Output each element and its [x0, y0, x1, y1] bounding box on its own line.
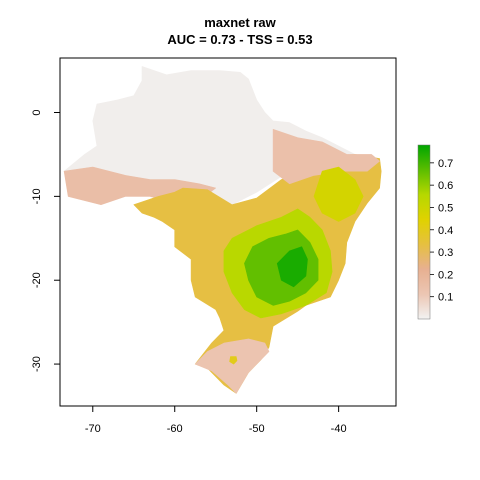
color-legend: 0.1 0.2 0.3 0.4 0.5 0.6 0.7	[417, 144, 453, 320]
legend-tick-label: 0.5	[438, 202, 453, 214]
legend-tick-label: 0.1	[438, 292, 453, 304]
chart-title: maxnet raw	[204, 15, 276, 30]
y-axis: 0 -10 -20 -30	[31, 109, 60, 372]
x-tick-label: -70	[85, 423, 101, 435]
legend-tick-label: 0.2	[438, 269, 453, 281]
x-axis: -70 -60 -50 -40	[85, 406, 347, 435]
x-tick-label: -40	[331, 423, 347, 435]
y-tick-label: -10	[31, 188, 43, 204]
x-tick-label: -50	[249, 423, 265, 435]
legend-tick-label: 0.3	[438, 247, 453, 259]
chart-subtitle: AUC = 0.73 - TSS = 0.53	[167, 32, 312, 47]
legend-tick-label: 0.4	[438, 225, 453, 237]
legend-tick-label: 0.6	[438, 180, 453, 192]
y-tick-label: -20	[31, 272, 43, 288]
legend-bar	[417, 144, 431, 320]
x-tick-label: -60	[167, 423, 183, 435]
region-northeast-yellow	[313, 166, 364, 222]
plot-frame	[59, 57, 397, 407]
raster-layer	[63, 66, 382, 394]
region-south-low	[194, 338, 270, 394]
region-amazon-margin-pink	[272, 129, 380, 185]
y-tick-label: -30	[31, 356, 43, 372]
y-tick-label: 0	[31, 109, 43, 115]
legend-ticks: 0.1 0.2 0.3 0.4 0.5 0.6 0.7	[430, 158, 453, 304]
legend-tick-label: 0.7	[438, 158, 453, 170]
region-core-darkgreen	[276, 246, 308, 288]
region-rs-spot	[229, 356, 238, 365]
